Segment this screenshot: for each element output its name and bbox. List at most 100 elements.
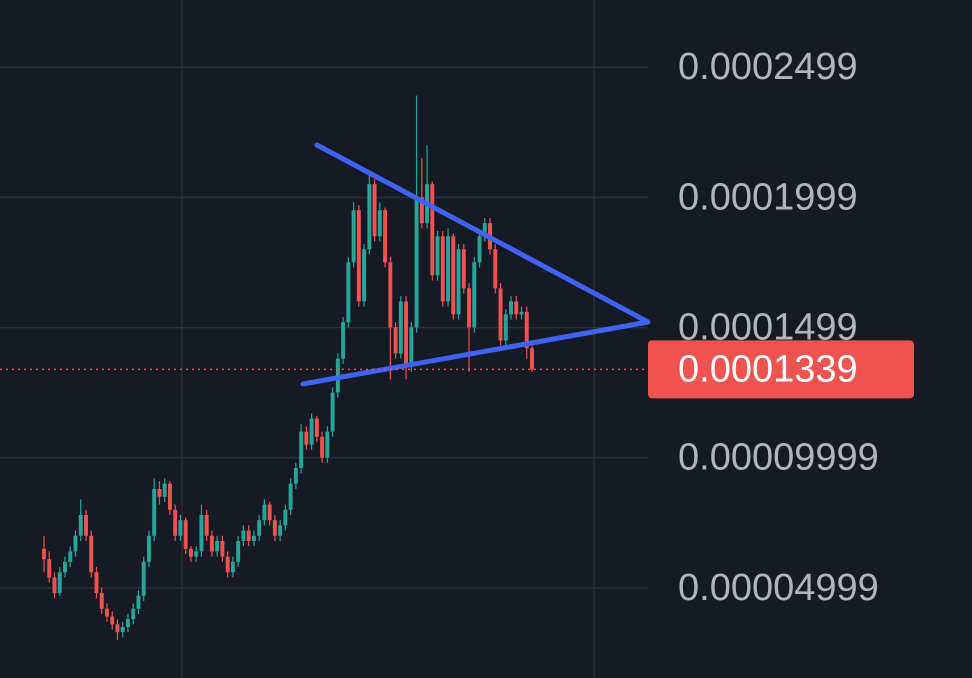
- candle-body: [162, 483, 167, 497]
- candle-body: [157, 488, 162, 497]
- candle-body: [199, 514, 204, 552]
- candle-body: [398, 301, 403, 354]
- candle-body: [209, 535, 214, 552]
- candle-body: [467, 288, 471, 328]
- candle-body: [325, 431, 330, 458]
- candle-body: [105, 608, 109, 617]
- candle-body: [141, 561, 146, 596]
- candle-body: [57, 572, 62, 594]
- candle-body: [215, 540, 220, 552]
- candle-body: [388, 262, 393, 328]
- candle-body: [220, 540, 225, 557]
- candle-body: [377, 210, 382, 237]
- candle-body: [125, 619, 130, 627]
- last-price-label: 0.0001339: [678, 348, 858, 390]
- candle-body: [356, 210, 361, 302]
- candle-body: [47, 559, 52, 578]
- candle-body: [509, 301, 513, 315]
- candle-body: [498, 288, 503, 341]
- candle-body: [167, 483, 172, 510]
- overlay: 0.00024990.00019990.00014990.000099990.0…: [0, 46, 914, 609]
- last-price-box: [648, 340, 914, 399]
- grid: [0, 0, 648, 678]
- candle-body: [482, 223, 487, 237]
- candle-body: [293, 468, 298, 484]
- candle-body: [477, 236, 482, 263]
- candle-body: [451, 236, 456, 315]
- candle-body: [314, 418, 319, 437]
- candle-body: [346, 262, 351, 323]
- y-tick-label: 0.00004999: [678, 567, 879, 609]
- candle-body: [440, 236, 445, 302]
- candle-body: [493, 249, 498, 289]
- candle-body: [152, 488, 157, 536]
- candle-body: [52, 577, 57, 594]
- candle-body: [42, 548, 46, 560]
- candle-body: [330, 392, 335, 432]
- candle-body: [204, 514, 209, 536]
- candle-body: [530, 348, 534, 370]
- candle-body: [73, 535, 78, 552]
- candles: [42, 95, 534, 640]
- candle-body: [409, 327, 414, 367]
- candle-body: [341, 322, 346, 359]
- candle-body: [288, 483, 293, 510]
- candle-body: [99, 593, 104, 609]
- candle-body: [309, 418, 314, 445]
- candle-body: [267, 504, 272, 521]
- candle-body: [257, 520, 262, 536]
- candle-body: [251, 535, 256, 541]
- candle-body: [136, 595, 141, 609]
- candle-body: [430, 184, 435, 276]
- candle-body: [524, 311, 529, 349]
- candle-body: [146, 535, 151, 562]
- candle-body: [435, 236, 440, 276]
- candle-body: [404, 301, 409, 367]
- candle-body: [131, 608, 136, 620]
- candle-body: [178, 520, 183, 536]
- candle-body: [456, 249, 461, 315]
- trend-line: [314, 142, 651, 325]
- candle-body: [283, 509, 288, 526]
- candle-body: [367, 184, 372, 250]
- candle-body: [393, 327, 398, 354]
- candle-body: [241, 530, 246, 541]
- candle-body: [63, 561, 67, 573]
- drawings: [300, 142, 651, 387]
- candle-body: [246, 530, 251, 541]
- candle-body: [225, 556, 230, 573]
- candle-body: [84, 514, 88, 536]
- trend-line: [300, 319, 651, 387]
- y-tick-label: 0.0002499: [678, 46, 858, 88]
- candle-body: [362, 249, 367, 302]
- candle-body: [304, 431, 309, 445]
- candle-body: [173, 509, 178, 536]
- candle-body: [236, 540, 241, 562]
- candle-body: [272, 520, 277, 536]
- candle-body: [519, 311, 524, 315]
- candle-body: [78, 514, 83, 536]
- candle-body: [278, 525, 283, 536]
- candle-body: [68, 551, 73, 562]
- y-tick-label: 0.00009999: [678, 437, 879, 479]
- candle-body: [115, 624, 120, 633]
- candle-body: [183, 520, 188, 549]
- candle-body: [351, 210, 356, 263]
- y-tick-label: 0.0001999: [678, 176, 858, 218]
- candle-body: [419, 197, 424, 224]
- candle-body: [194, 551, 199, 557]
- candle-body: [472, 262, 477, 328]
- candle-body: [446, 236, 451, 302]
- candle-body: [89, 535, 94, 573]
- candle-body: [110, 616, 115, 625]
- candle-body: [299, 431, 304, 469]
- candle-body: [383, 210, 388, 263]
- candle-body: [94, 572, 99, 594]
- candle-body: [414, 197, 419, 328]
- candle-body: [503, 314, 508, 341]
- candle-body: [461, 249, 466, 289]
- candle-body: [120, 626, 125, 633]
